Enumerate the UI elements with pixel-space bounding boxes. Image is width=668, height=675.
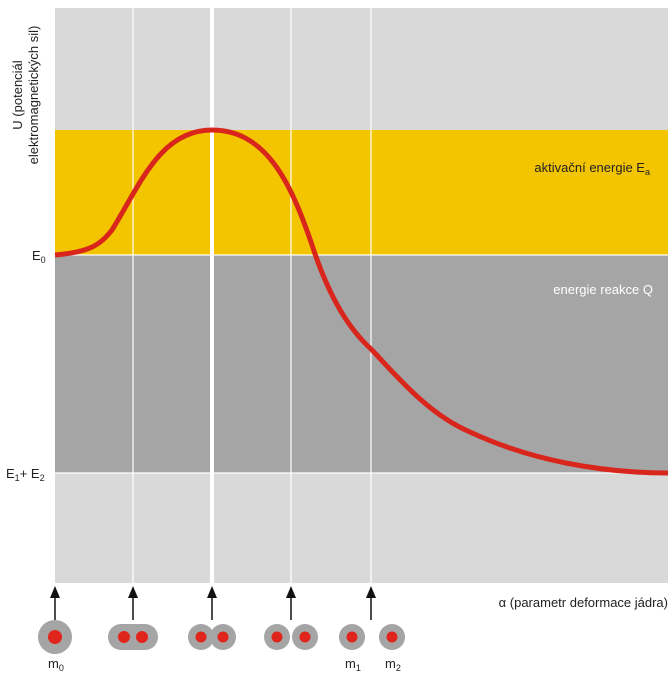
activation-band [55,130,668,255]
reaction-band [55,255,668,473]
text-part: m [345,656,356,671]
text-part: 1 [356,663,361,673]
text-part: + E [20,466,40,481]
arrows [50,586,376,620]
text-part: aktivační energie E [534,160,645,175]
mass-label: m2 [385,656,401,673]
reaction-label: energie reakce Q [553,282,653,297]
level-e1-e2: E1+ E2 [6,466,45,483]
text-part: E [6,466,15,481]
text-part: m [385,656,396,671]
y-axis-label: elektromagnetických sil) [26,26,41,165]
nuclei [38,620,405,654]
text-part: 2 [40,473,45,483]
grid [55,8,668,583]
level-e0: E0 [32,248,46,265]
activation-label: aktivační energie Ea [534,160,650,177]
potential-curve [54,127,668,476]
text-part: 1 [15,473,20,483]
y-axis-label: U (potenciál [10,60,25,129]
mass-label: m0 [48,656,64,673]
x-axis-label: α (parametr deformace jádra) [499,595,668,610]
text-part: a [645,167,650,177]
text-part: m [48,656,59,671]
text-part: 0 [41,255,46,265]
text-part: 0 [59,663,64,673]
text-part: 2 [396,663,401,673]
mass-label: m1 [345,656,361,673]
text-part: E [32,248,41,263]
